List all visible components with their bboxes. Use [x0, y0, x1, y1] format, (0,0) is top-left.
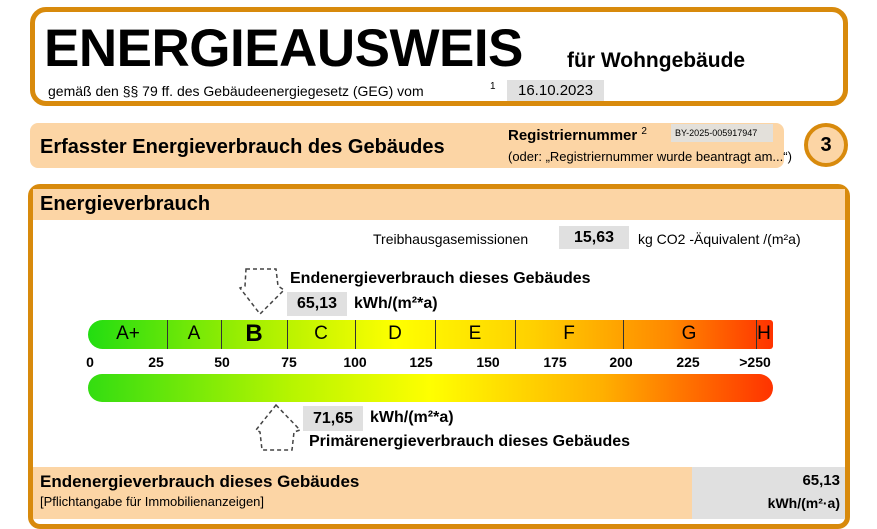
divider — [756, 320, 757, 349]
emissions-label: Treibhausgasemissionen — [373, 231, 529, 247]
final-energy-arrow-icon — [238, 268, 286, 316]
scale-tick: 150 — [476, 354, 500, 370]
footer-unit: kWh/(m²·a) — [767, 495, 840, 511]
scale-tick: 0 — [86, 354, 94, 370]
primary-energy-label: Primärenergieverbrauch dieses Gebäudes — [309, 433, 631, 450]
header-frame — [30, 7, 848, 106]
scale-tick: 75 — [281, 354, 297, 370]
class-label-highlighted: B — [245, 320, 263, 347]
panel-title: Energieverbrauch — [40, 193, 211, 215]
class-label: E — [468, 323, 482, 344]
divider — [287, 320, 288, 349]
date-field[interactable]: 16.10.2023 — [507, 80, 604, 101]
registration-label-text: Registriernummer — [508, 127, 638, 144]
panel-header — [33, 189, 845, 220]
class-label: G — [681, 323, 697, 344]
scale-tick: 50 — [214, 354, 230, 370]
final-energy-label: Endenergieverbrauch dieses Gebäudes — [290, 270, 591, 287]
footer-value[interactable]: 65,13 — [802, 472, 840, 489]
footer-title: Endenergieverbrauch dieses Gebäudes — [40, 472, 360, 491]
class-label: C — [314, 323, 328, 344]
scale-tick: 200 — [609, 354, 633, 370]
scale-tick: 25 — [148, 354, 164, 370]
scale-tick: >250 — [739, 354, 771, 370]
footer-value-box — [692, 467, 845, 519]
divider — [355, 320, 356, 349]
scale-tick: 125 — [409, 354, 433, 370]
divider — [435, 320, 436, 349]
registration-number-field[interactable]: BY-2025-005917947 — [671, 124, 773, 142]
emissions-value-field[interactable]: 15,63 — [559, 226, 629, 249]
registration-note: (oder: „Registriernummer wurde beantragt… — [508, 149, 792, 164]
registration-label: Registriernummer 2 — [508, 126, 647, 144]
scale-tick: 100 — [343, 354, 367, 370]
section-title: Erfasster Energieverbrauch des Gebäudes — [40, 136, 445, 158]
class-label: D — [388, 323, 402, 344]
class-label: H — [757, 323, 771, 344]
final-energy-unit: kWh/(m²*a) — [354, 295, 438, 312]
divider — [167, 320, 168, 349]
final-energy-value-field[interactable]: 65,13 — [287, 292, 347, 316]
section-band — [30, 123, 784, 168]
page-number-badge: 3 — [804, 123, 848, 167]
scale-tick: 175 — [543, 354, 567, 370]
scale-tick: 225 — [676, 354, 700, 370]
law-reference: gemäß den §§ 79 ff. des Gebäudeenergiege… — [48, 83, 424, 99]
document-title: ENERGIEAUSWEIS — [44, 19, 523, 78]
divider — [515, 320, 516, 349]
divider — [221, 320, 222, 349]
primary-energy-value-field[interactable]: 71,65 — [303, 406, 363, 431]
footer-note: [Pflichtangabe für Immobilienanzeigen] — [40, 494, 265, 509]
primary-energy-unit: kWh/(m²*a) — [370, 409, 454, 426]
energy-class-scale: A+ A B C D E F G H — [88, 320, 773, 349]
class-label: F — [563, 323, 575, 344]
class-label: A — [187, 323, 201, 344]
footnote-marker: 2 — [641, 126, 647, 137]
primary-energy-gradient-bar — [88, 374, 773, 402]
emissions-unit: kg CO2 -Äquivalent /(m²a) — [638, 231, 801, 247]
class-label: A+ — [116, 323, 140, 344]
document-subtitle: für Wohngebäude — [567, 49, 746, 72]
divider — [623, 320, 624, 349]
footnote-marker: 1 — [490, 81, 496, 92]
primary-energy-arrow-icon — [254, 403, 302, 451]
